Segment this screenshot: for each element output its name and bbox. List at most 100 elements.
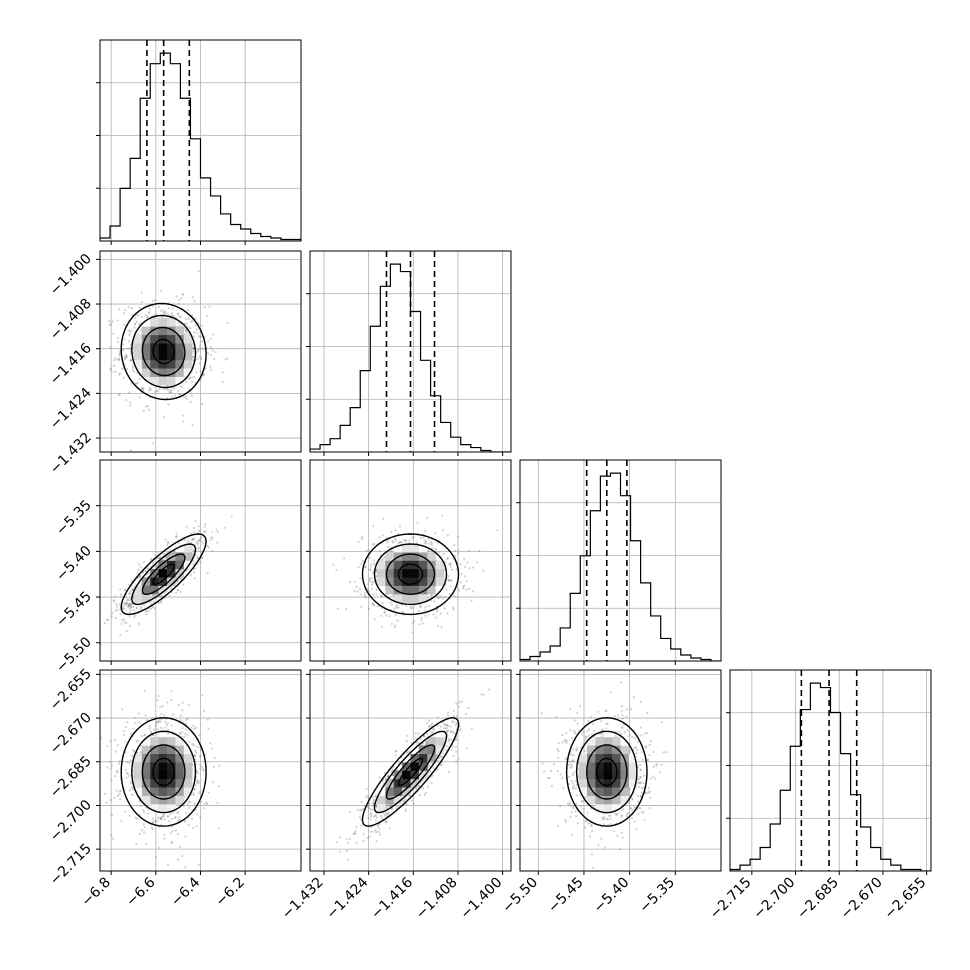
density-cell [410, 770, 420, 780]
density-cell [402, 594, 411, 603]
density-cell [175, 351, 185, 361]
scatter-point [157, 557, 160, 560]
scatter-point [130, 307, 133, 310]
scatter-point [110, 323, 113, 326]
density-cell [150, 568, 159, 578]
scatter-point [185, 397, 188, 400]
scatter-point [129, 359, 132, 362]
scatter-point [151, 828, 154, 831]
scatter-point [200, 765, 204, 769]
scatter-point [421, 622, 425, 625]
scatter-point [457, 552, 460, 555]
scatter-point [357, 565, 360, 569]
scatter-point [411, 631, 414, 634]
scatter-point [146, 567, 149, 570]
scatter-point [435, 608, 438, 611]
scatter-point [419, 605, 422, 608]
density-cell [393, 770, 403, 780]
contour-level-3 [373, 543, 448, 606]
scatter-point [195, 331, 198, 335]
scatter-point [454, 723, 458, 726]
scatter-point [454, 745, 457, 749]
density-cell [150, 318, 159, 327]
scatter-point [198, 790, 202, 793]
y-tick-label: −2.670 [47, 710, 95, 758]
scatter-point [198, 355, 201, 358]
density-cell [150, 804, 159, 813]
scatter-point [413, 620, 416, 623]
scatter-point [446, 556, 449, 560]
scatter-point [450, 738, 453, 741]
scatter-point [109, 368, 112, 371]
scatter-point [142, 823, 146, 826]
scatter-point [446, 730, 449, 733]
scatter-point [154, 721, 157, 725]
scatter-point [122, 348, 125, 352]
scatter-point [124, 810, 127, 813]
scatter-point [199, 537, 203, 541]
scatter-point [142, 561, 146, 564]
scatter-point [358, 587, 362, 591]
scatter-point [379, 594, 383, 597]
scatter-point [456, 535, 460, 538]
scatter-point [122, 376, 125, 379]
scatter-point [434, 532, 437, 535]
scatter-point [443, 607, 446, 610]
scatter-point [190, 319, 193, 322]
scatter-point [141, 571, 145, 574]
scatter-point [116, 319, 119, 322]
scatter-point [216, 531, 220, 534]
scatter-point [405, 739, 408, 742]
scatter-point [198, 344, 201, 347]
scatter-point [440, 763, 443, 767]
scatter-point [388, 615, 391, 618]
scatter-point [212, 333, 215, 336]
scatter-point [421, 779, 424, 782]
scatter-point [140, 804, 143, 808]
scatter-point [127, 340, 130, 343]
scatter-point [168, 391, 171, 394]
density-cell [418, 594, 428, 603]
scatter-point [202, 806, 205, 810]
scatter-point [639, 795, 643, 798]
scatter-point [122, 733, 126, 737]
scatter-point [171, 841, 174, 844]
scatter-point [371, 808, 374, 811]
scatter-point [427, 613, 430, 616]
gridlines [520, 460, 721, 661]
scatter-point [435, 754, 438, 757]
scatter-point [196, 543, 200, 546]
scatter-point [163, 837, 166, 840]
scatter-point [394, 529, 397, 532]
scatter-point [424, 541, 427, 544]
density-cell [158, 343, 168, 352]
scatter-point [176, 580, 179, 583]
scatter-point [162, 388, 165, 391]
density-cell [141, 787, 151, 796]
scatter-point [170, 389, 173, 392]
scatter-point [373, 604, 376, 607]
scatter-point [137, 622, 141, 625]
scatter-point [194, 726, 197, 729]
scatter-point [470, 599, 473, 602]
density-cell [393, 594, 403, 603]
scatter-point [381, 601, 384, 605]
scatter-point [394, 624, 397, 627]
scatter-point [359, 818, 363, 821]
scatter-point [143, 734, 146, 737]
scatter-point [135, 606, 138, 609]
scatter-point [372, 593, 375, 596]
scatter-point [187, 538, 190, 541]
scatter-point [448, 593, 451, 596]
scatter-point [192, 724, 195, 727]
scatter-point [157, 601, 161, 604]
scatter-point [109, 760, 112, 764]
scatter-point [126, 599, 129, 602]
scatter-point [176, 833, 180, 836]
scatter-point [190, 321, 193, 324]
scatter-point [108, 323, 111, 326]
scatter-point [182, 720, 185, 723]
scatter-point [195, 770, 199, 773]
scatter-point [379, 833, 382, 836]
scatter-point [120, 819, 123, 823]
